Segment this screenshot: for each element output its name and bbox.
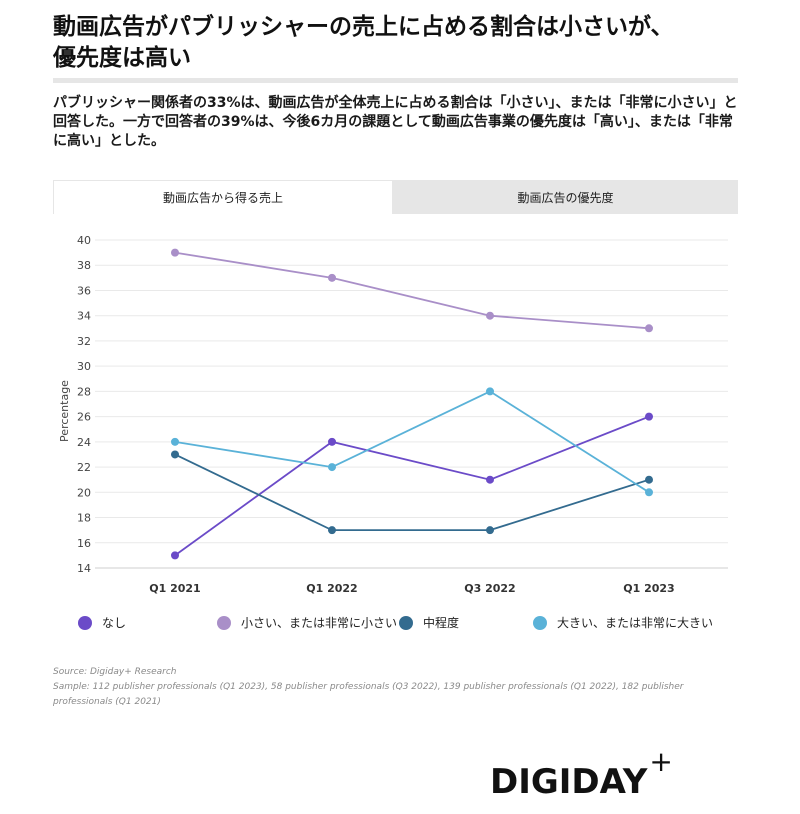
data-point xyxy=(486,526,494,535)
chart-tabs: 動画広告から得る売上 動画広告の優先度 xyxy=(53,180,738,214)
legend-swatch xyxy=(217,615,231,630)
legend-label: なし xyxy=(102,616,127,630)
x-tick-label: Q1 2023 xyxy=(623,582,674,595)
digiday-logo: DIGIDAY + xyxy=(490,748,673,808)
data-point xyxy=(645,475,653,484)
series-2 xyxy=(171,450,653,535)
series-lines xyxy=(171,248,653,560)
y-tick-label: 20 xyxy=(77,486,91,499)
legend-label: 小さい、または非常に小さい xyxy=(241,616,398,630)
series-line xyxy=(174,415,650,557)
grid-lines xyxy=(95,239,728,569)
data-point xyxy=(486,475,494,484)
data-point xyxy=(328,526,336,535)
chart-title-line1: 動画広告がパブリッシャーの売上に占める割合は小さいが、 xyxy=(53,14,674,40)
y-tick-label: 32 xyxy=(77,335,91,348)
y-tick-label: 38 xyxy=(77,259,91,272)
chart-title: 動画広告がパブリッシャーの売上に占める割合は小さいが、 優先度は高い xyxy=(53,12,753,74)
chart-subtitle: パブリッシャー関係者の33%は、動画広告が全体売上に占める割合は「小さい」、また… xyxy=(53,95,738,149)
y-tick-label: 14 xyxy=(77,562,91,575)
tab-video-priority[interactable]: 動画広告の優先度 xyxy=(393,180,738,214)
y-tick-label: 36 xyxy=(77,284,91,297)
data-point xyxy=(645,488,653,497)
x-axis-ticks: Q1 2021 Q1 2022 Q3 2022 Q1 2023 xyxy=(149,582,674,595)
data-point xyxy=(645,412,653,421)
data-point xyxy=(171,248,179,257)
data-point xyxy=(645,324,653,333)
logo-plus: + xyxy=(649,745,673,778)
y-tick-label: 26 xyxy=(77,411,91,424)
x-tick-label: Q3 2022 xyxy=(464,582,515,595)
y-tick-label: 34 xyxy=(77,310,91,323)
series-1 xyxy=(171,248,653,333)
legend-item: 小さい、または非常に小さい xyxy=(217,614,397,631)
data-point xyxy=(328,273,336,282)
legend-swatch xyxy=(533,615,547,630)
sample-text: Sample: 112 publisher professionals (Q1 … xyxy=(53,682,684,707)
x-tick-label: Q1 2021 xyxy=(149,582,200,595)
series-3 xyxy=(171,387,653,497)
legend-label: 大きい、または非常に大きい xyxy=(557,616,714,630)
y-tick-label: 24 xyxy=(77,436,91,449)
title-divider xyxy=(53,78,738,83)
legend-swatch xyxy=(78,615,92,630)
chart-legend: なし 小さい、または非常に小さい 中程度 大きい、または非常に大きい xyxy=(0,614,800,634)
data-point xyxy=(486,311,494,320)
data-point xyxy=(171,551,179,560)
series-line xyxy=(174,251,650,330)
y-tick-label: 22 xyxy=(77,461,91,474)
source-text: Source: Digiday+ Research xyxy=(53,667,177,677)
chart-title-line2: 優先度は高い xyxy=(53,45,191,71)
data-point xyxy=(171,450,179,459)
y-tick-label: 28 xyxy=(77,385,91,398)
logo-text: DIGIDAY xyxy=(490,762,648,802)
legend-label: 中程度 xyxy=(423,616,460,630)
data-point xyxy=(328,437,336,446)
legend-item: なし xyxy=(78,614,126,631)
series-line xyxy=(174,390,650,494)
series-0 xyxy=(171,412,653,560)
y-axis-label: Percentage xyxy=(58,380,71,442)
y-axis-ticks: 14 16 18 20 22 24 26 28 30 32 34 36 38 40 xyxy=(77,234,91,575)
y-tick-label: 30 xyxy=(77,360,91,373)
tab-video-revenue[interactable]: 動画広告から得る売上 xyxy=(53,180,393,214)
y-tick-label: 16 xyxy=(77,537,91,550)
data-point xyxy=(328,463,336,472)
y-tick-label: 40 xyxy=(77,234,91,247)
source-note: Source: Digiday+ Research Sample: 112 pu… xyxy=(53,665,743,710)
series-line xyxy=(174,453,650,532)
legend-swatch xyxy=(399,615,413,630)
data-point xyxy=(486,387,494,396)
y-tick-label: 18 xyxy=(77,512,91,525)
legend-item: 中程度 xyxy=(399,614,459,631)
x-tick-label: Q1 2022 xyxy=(306,582,357,595)
data-point xyxy=(171,437,179,446)
legend-item: 大きい、または非常に大きい xyxy=(533,614,713,631)
